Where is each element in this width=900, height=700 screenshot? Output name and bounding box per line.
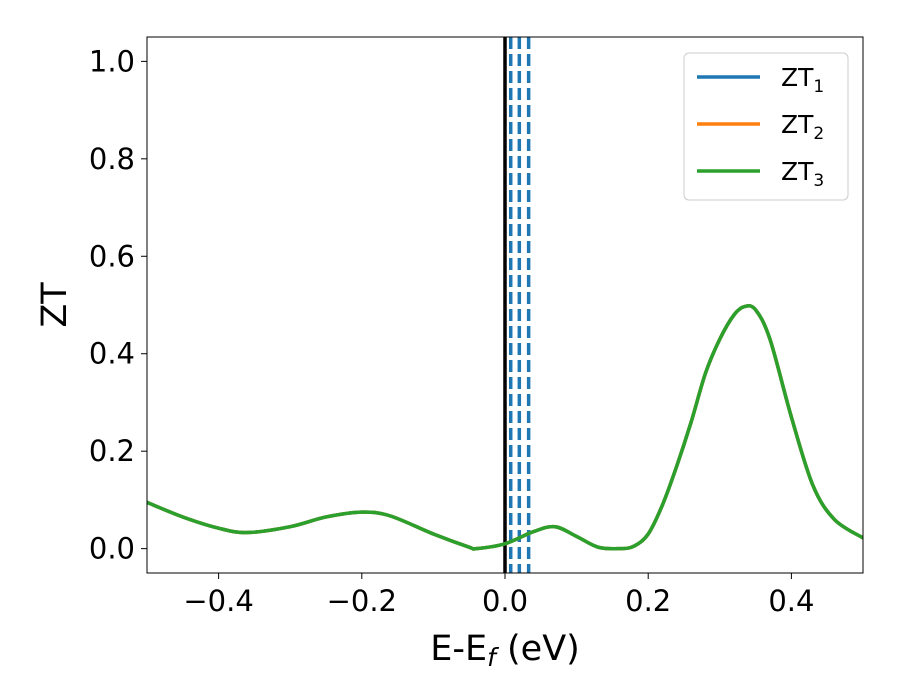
legend-label-zt1: ZT1 — [781, 63, 824, 97]
y-tick-label: 0.2 — [89, 434, 135, 468]
x-axis-title-rest: (eV) — [496, 629, 580, 669]
x-tick-label: 0.4 — [768, 584, 814, 618]
y-tick-label: 0.6 — [89, 239, 135, 273]
y-tick-label: 0.8 — [89, 142, 135, 176]
x-axis: −0.4 −0.2 0.0 0.2 0.4 — [183, 573, 814, 618]
legend: ZT1 ZT2 ZT3 — [683, 52, 849, 201]
y-tick-label: 0.4 — [89, 337, 135, 371]
x-tick-label: −0.2 — [327, 584, 397, 618]
series-group — [147, 304, 863, 551]
y-tick-label: 1.0 — [89, 44, 135, 78]
y-axis: 0.0 0.2 0.4 0.6 0.8 1.0 — [89, 44, 147, 566]
reference-lines — [503, 37, 531, 573]
legend-items: ZT1 ZT2 ZT3 — [697, 63, 824, 191]
x-tick-label: 0.0 — [482, 584, 528, 618]
x-axis-title: E-Ef (eV) — [430, 629, 580, 672]
legend-label-zt3: ZT3 — [781, 157, 824, 191]
x-axis-title-main: E-E — [430, 629, 487, 669]
legend-box — [683, 52, 849, 201]
x-tick-label: −0.4 — [183, 584, 253, 618]
x-tick-label: 0.2 — [625, 584, 671, 618]
y-tick-label: 0.0 — [89, 532, 135, 566]
y-axis-title: ZT — [35, 282, 75, 328]
series-line-zt3 — [147, 304, 863, 551]
legend-label-zt2: ZT2 — [781, 110, 824, 144]
